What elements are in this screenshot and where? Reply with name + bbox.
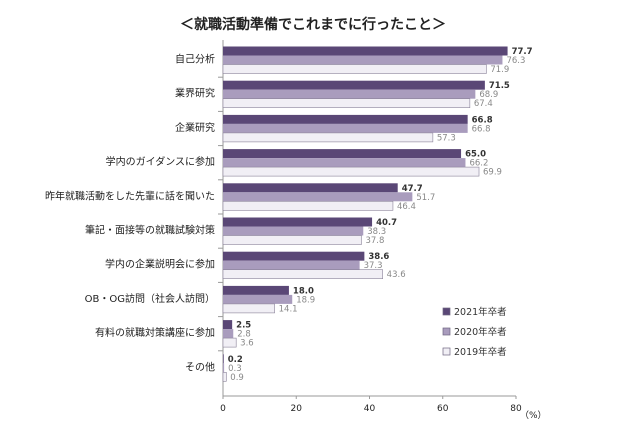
bar-9-1 <box>223 363 225 373</box>
value-label: 68.9 <box>479 90 498 100</box>
value-label: 47.7 <box>402 184 423 194</box>
value-label: 66.8 <box>472 115 493 125</box>
bar-6-2 <box>222 269 383 280</box>
category-labels: 自己分析業界研究企業研究学内のガイダンスに参加昨年就職活動をした先輩に話を聞いた… <box>45 53 215 374</box>
chart-title: ＜就職活動準備でこれまでに行ったこと＞ <box>180 16 446 33</box>
value-label: 37.8 <box>365 236 384 246</box>
bar-2-2 <box>222 132 434 143</box>
bar-8-0 <box>223 320 233 330</box>
value-label: 69.9 <box>483 168 502 178</box>
value-label: 57.3 <box>437 133 456 143</box>
bar-6-0 <box>223 251 365 261</box>
x-axis-ticks: 0 20 40 60 80 <box>220 396 522 414</box>
value-label: 71.9 <box>490 65 509 75</box>
bar-4-1 <box>223 192 413 202</box>
value-label: 71.5 <box>489 81 510 91</box>
bar-7-0 <box>223 285 289 295</box>
value-label: 77.7 <box>512 47 533 57</box>
legend-swatch <box>442 347 451 356</box>
value-label: 66.2 <box>469 159 488 169</box>
value-label: 0.2 <box>228 355 243 365</box>
bar-7-2 <box>222 303 275 314</box>
category-label: その他 <box>185 360 215 373</box>
category-label: OB・OG訪問（社会人訪問） <box>85 292 215 305</box>
unit-label: （%） <box>520 410 547 421</box>
value-label: 66.8 <box>472 124 491 134</box>
bar-0-2 <box>222 64 487 74</box>
bar-2-1 <box>223 123 468 133</box>
value-label: 18.9 <box>296 295 315 305</box>
bars <box>222 46 508 382</box>
value-label: 51.7 <box>416 193 435 203</box>
value-label: 3.6 <box>240 339 254 349</box>
bar-8-2 <box>222 337 237 348</box>
legend-swatch <box>442 307 451 316</box>
bar-5-0 <box>223 217 373 227</box>
value-label: 37.3 <box>364 261 383 271</box>
value-label: 46.4 <box>397 202 416 212</box>
category-label: 学内の企業説明会に参加 <box>105 258 215 271</box>
category-label: 昨年就職活動をした先輩に話を聞いた <box>45 189 215 202</box>
x-tick-label: 80 <box>510 404 522 414</box>
bar-5-1 <box>223 226 364 236</box>
bar-1-0 <box>223 80 485 90</box>
bar-1-1 <box>223 89 476 99</box>
category-label: 有料の就職対策講座に参加 <box>95 326 215 339</box>
value-label: 14.1 <box>279 304 298 314</box>
category-label: 業界研究 <box>175 87 215 100</box>
bar-4-2 <box>222 201 394 211</box>
legend-label: 2020年卒者 <box>454 326 507 338</box>
legend: 2021年卒者 2020年卒者 2019年卒者 <box>442 306 507 358</box>
bar-4-0 <box>223 183 398 193</box>
legend-swatch <box>442 327 451 336</box>
category-label: 学内のガイダンスに参加 <box>106 155 215 168</box>
bar-1-2 <box>222 98 471 108</box>
category-label: 自己分析 <box>175 53 215 66</box>
value-label: 0.3 <box>228 364 242 374</box>
bar-9-0 <box>223 354 224 364</box>
bar-0-1 <box>223 55 503 65</box>
x-tick-label: 60 <box>437 404 449 414</box>
x-tick-label: 20 <box>291 404 303 414</box>
bar-3-2 <box>222 166 480 177</box>
bar-3-1 <box>223 158 466 168</box>
bar-7-1 <box>223 294 293 304</box>
bar-5-2 <box>222 235 362 245</box>
value-label: 18.0 <box>293 286 314 296</box>
value-label: 40.7 <box>376 218 397 228</box>
value-label: 67.4 <box>474 99 493 109</box>
value-label: 65.0 <box>465 150 486 160</box>
category-label: 筆記・面接等の就職試験対策 <box>85 224 215 237</box>
bar-3-0 <box>223 149 462 159</box>
value-label: 0.9 <box>230 373 244 383</box>
value-label: 38.6 <box>368 252 389 262</box>
value-labels: 77.776.371.9 71.568.967.4 66.866.8 57.3 65.0… <box>228 47 533 383</box>
bar-9-2 <box>222 371 227 382</box>
bar-0-0 <box>223 46 508 56</box>
value-label: 2.5 <box>236 321 251 331</box>
bar-2-0 <box>223 114 468 124</box>
value-label: 2.8 <box>237 330 251 340</box>
x-tick-label: 0 <box>220 404 226 414</box>
value-label: 43.6 <box>387 270 406 280</box>
x-tick-label: 40 <box>364 404 376 414</box>
legend-label: 2021年卒者 <box>454 306 507 318</box>
legend-label: 2019年卒者 <box>454 346 507 358</box>
bar-8-1 <box>223 329 234 339</box>
bar-6-1 <box>223 260 360 270</box>
category-label: 企業研究 <box>175 121 215 134</box>
value-label: 38.3 <box>367 227 386 237</box>
value-label: 76.3 <box>506 56 525 66</box>
